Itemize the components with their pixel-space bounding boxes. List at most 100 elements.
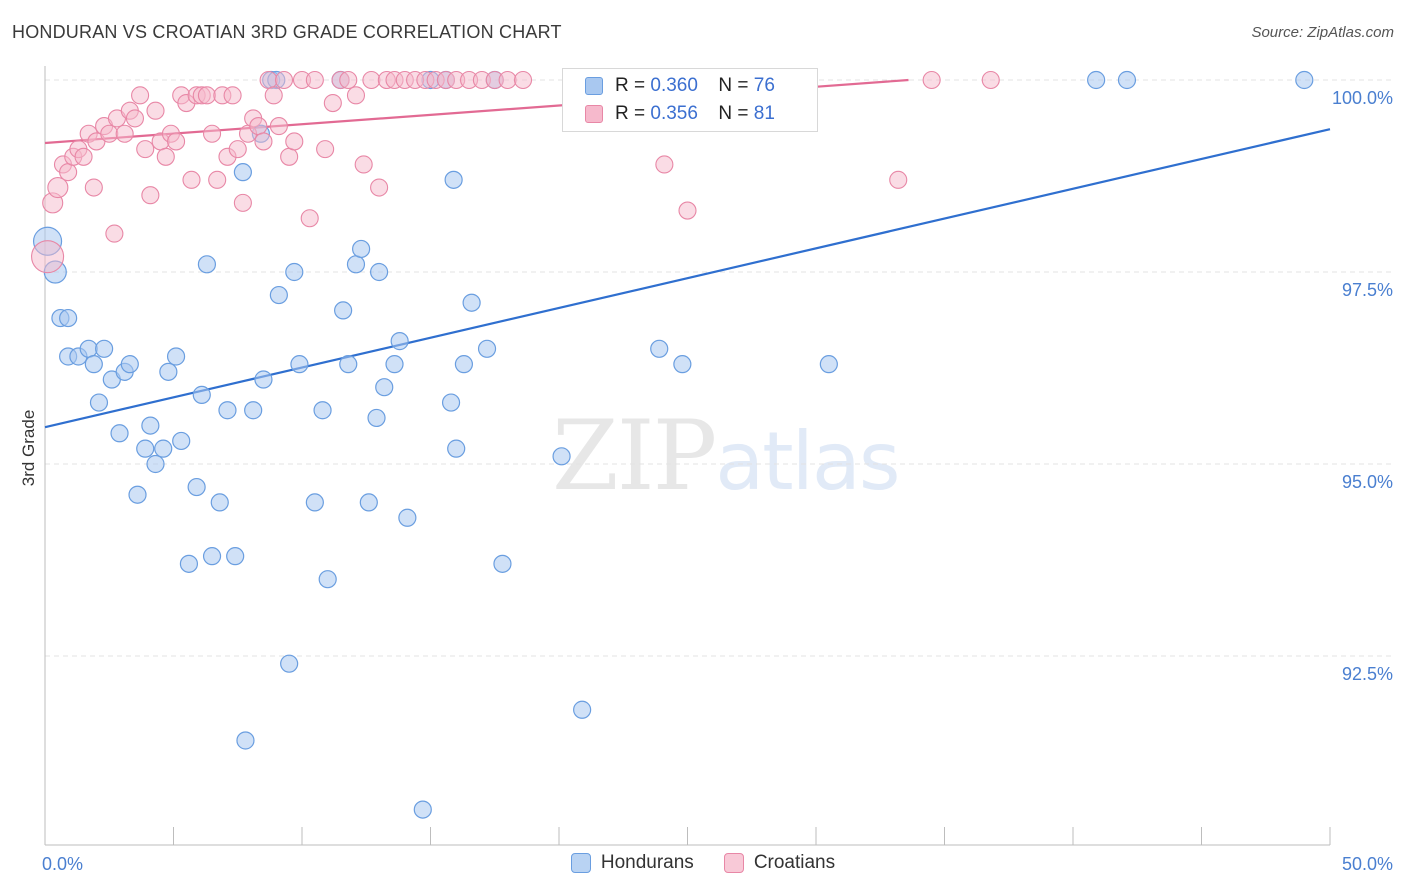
croatians-points [31, 70, 1000, 274]
tick-labels: 100.0% 97.5% 95.0% 92.5% 0.0% 50.0% [42, 88, 1393, 874]
point-croatians [208, 170, 227, 189]
y-tick-label: 92.5% [1342, 664, 1393, 684]
point-croatians [146, 101, 165, 120]
point-hondurans [493, 554, 512, 573]
legend-r-value: 0.356 [650, 103, 698, 124]
point-hondurans [254, 370, 273, 389]
point-croatians [981, 70, 1000, 90]
legend-n-label: N = [718, 75, 749, 96]
point-croatians [259, 70, 278, 90]
point-croatians [167, 132, 186, 151]
point-croatians [125, 109, 144, 128]
point-croatians [513, 70, 533, 90]
series-swatch-hondurans [570, 853, 591, 873]
series-legend-croatians[interactable]: Croatians [723, 852, 835, 874]
point-hondurans [120, 355, 139, 374]
legend-r-value: 0.360 [650, 75, 698, 96]
point-hondurans [305, 493, 324, 512]
point-croatians [249, 117, 268, 136]
point-hondurans [370, 262, 389, 282]
point-croatians [323, 93, 342, 113]
point-croatians [115, 124, 134, 143]
point-croatians [156, 147, 175, 166]
point-hondurans [290, 355, 309, 374]
point-hondurans [110, 424, 129, 443]
point-hondurans [477, 339, 497, 358]
point-hondurans [159, 362, 178, 381]
point-hondurans [95, 339, 114, 358]
point-croatians [233, 193, 252, 212]
point-hondurans [441, 393, 461, 412]
point-croatians [339, 70, 358, 90]
point-hondurans [673, 355, 692, 374]
point-hondurans [462, 293, 481, 312]
point-hondurans [233, 163, 252, 182]
point-hondurans [819, 355, 838, 374]
point-hondurans [154, 439, 173, 458]
point-hondurans [390, 332, 409, 351]
watermark-atlas: atlas [715, 415, 900, 508]
x-tick-label: 50.0% [1342, 854, 1393, 874]
watermark-zip: ZIP [552, 400, 717, 512]
point-croatians [31, 240, 65, 274]
point-hondurans [552, 447, 571, 466]
point-croatians [203, 124, 222, 143]
point-hondurans [89, 393, 109, 412]
point-croatians [47, 176, 69, 199]
point-hondurans [136, 439, 155, 458]
point-hondurans [375, 378, 394, 397]
point-hondurans [236, 731, 255, 750]
point-hondurans [141, 416, 160, 435]
point-hondurans [285, 262, 304, 282]
legend-n-value: 76 [753, 75, 775, 96]
point-croatians [254, 132, 273, 151]
point-croatians [305, 70, 324, 90]
x-tick-label: 0.0% [42, 854, 83, 874]
point-croatians [280, 147, 299, 166]
point-croatians [100, 124, 119, 143]
point-croatians [228, 140, 247, 159]
point-croatians [889, 170, 908, 189]
point-croatians [285, 132, 304, 151]
point-hondurans [413, 800, 432, 819]
axes [44, 66, 1331, 846]
point-croatians [223, 86, 242, 105]
point-hondurans [359, 493, 378, 512]
point-croatians [197, 86, 216, 105]
point-croatians [370, 178, 389, 197]
point-croatians [362, 70, 381, 90]
point-hondurans [172, 431, 191, 451]
point-hondurans [226, 547, 245, 566]
y-axis-label: 3rd Grade [19, 410, 38, 487]
series-legend-hondurans[interactable]: Hondurans [570, 852, 694, 874]
series-label-hondurans: Hondurans [600, 852, 694, 873]
point-croatians [141, 186, 160, 205]
legend-n-label: N = [718, 103, 749, 124]
point-hondurans [447, 439, 466, 458]
point-hondurans [385, 355, 404, 374]
chart-title: HONDURAN VS CROATIAN 3RD GRADE CORRELATI… [12, 22, 562, 42]
point-hondurans [202, 547, 222, 566]
series-swatch-croatians [723, 853, 744, 873]
source-credit: Source: ZipAtlas.com [1251, 24, 1394, 41]
hondurans-points [32, 70, 1314, 819]
watermark: ZIPatlas [552, 400, 901, 512]
point-hondurans [59, 308, 78, 328]
trend-lines [44, 78, 1331, 429]
legend-row-hondurans: R = 0.360 N = 76 [585, 73, 775, 99]
legend-r-label: R = [615, 103, 646, 124]
point-hondurans [179, 554, 199, 573]
point-hondurans [166, 347, 186, 366]
point-hondurans [84, 355, 103, 374]
point-croatians [354, 155, 373, 174]
point-croatians [105, 224, 124, 243]
point-hondurans [269, 285, 288, 305]
point-hondurans [1295, 70, 1314, 90]
point-hondurans [128, 485, 147, 504]
legend-row-croatians: R = 0.356 N = 81 [585, 101, 775, 127]
point-croatians [346, 86, 366, 105]
point-hondurans [187, 477, 206, 497]
legend-r-label: R = [615, 75, 646, 96]
point-croatians [131, 86, 150, 105]
